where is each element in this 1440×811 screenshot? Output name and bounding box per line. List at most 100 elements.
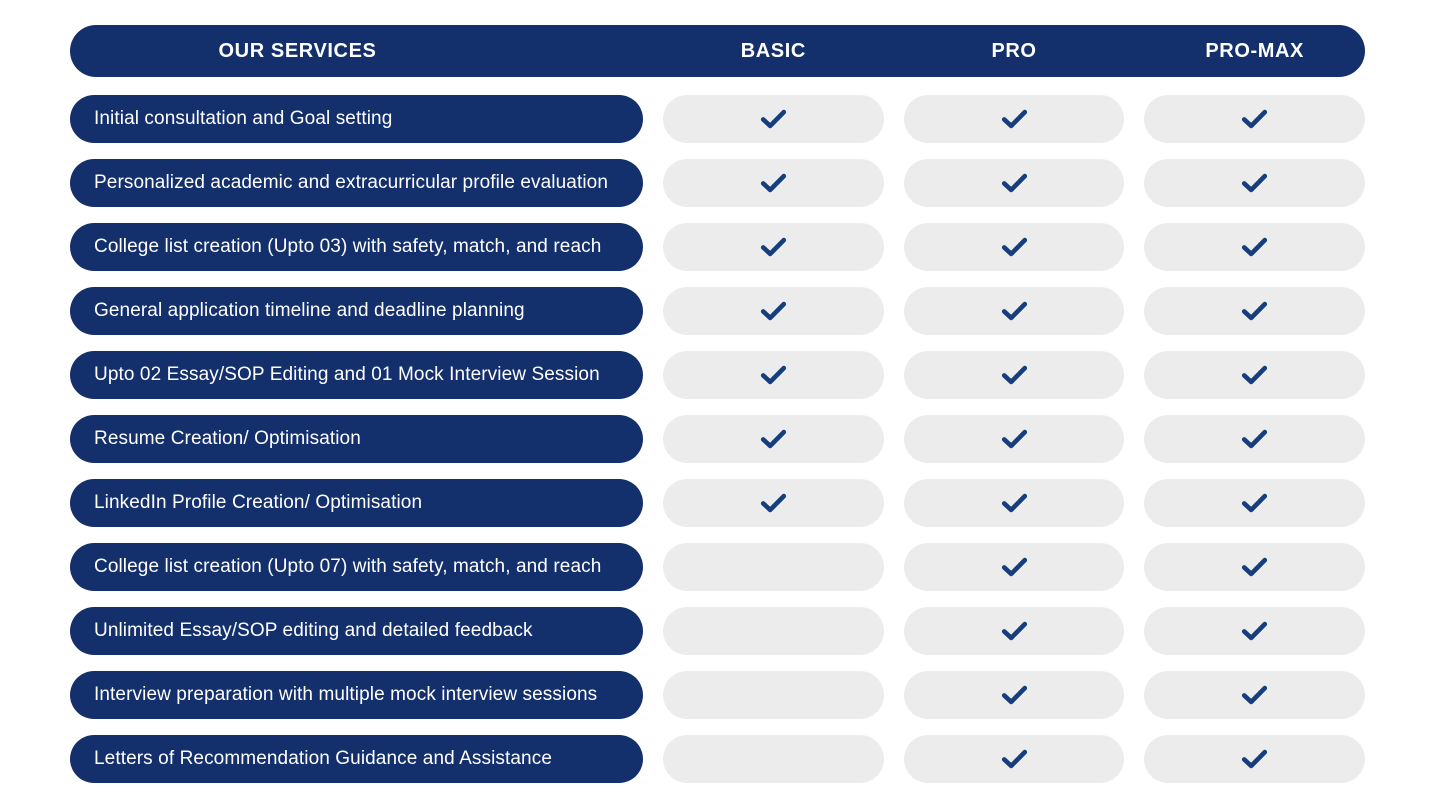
check-icon bbox=[760, 109, 786, 129]
plan-cell-pro bbox=[903, 223, 1125, 271]
check-icon bbox=[1001, 685, 1027, 705]
table-row: Upto 02 Essay/SOP Editing and 01 Mock In… bbox=[70, 351, 1366, 399]
plan-cell-pro-max bbox=[1144, 351, 1366, 399]
check-icon bbox=[1001, 301, 1027, 321]
service-label: Unlimited Essay/SOP editing and detailed… bbox=[94, 620, 533, 641]
check-icon bbox=[1001, 173, 1027, 193]
table-row: College list creation (Upto 07) with saf… bbox=[70, 543, 1366, 591]
plan-cell-pro-max bbox=[1144, 671, 1366, 719]
check-icon bbox=[1001, 557, 1027, 577]
service-pill: College list creation (Upto 03) with saf… bbox=[70, 223, 643, 271]
check-icon bbox=[1242, 557, 1268, 577]
plan-header-pro-max: PRO-MAX bbox=[1205, 39, 1304, 62]
service-pill: LinkedIn Profile Creation/ Optimisation bbox=[70, 479, 643, 527]
services-comparison-table: OUR SERVICES BASIC PRO PRO-MAX Initial c… bbox=[70, 25, 1366, 799]
plan-cell-basic bbox=[663, 479, 884, 527]
service-pill: Letters of Recommendation Guidance and A… bbox=[70, 735, 643, 783]
plan-header-basic: BASIC bbox=[740, 39, 806, 62]
plan-cell-pro bbox=[903, 607, 1125, 655]
check-icon bbox=[760, 429, 786, 449]
check-icon bbox=[1001, 365, 1027, 385]
plan-cell-pro-max bbox=[1144, 735, 1366, 783]
service-label: Interview preparation with multiple mock… bbox=[94, 684, 598, 705]
table-row: Initial consultation and Goal setting bbox=[70, 95, 1366, 143]
check-icon bbox=[1001, 621, 1027, 641]
plan-cell-pro-max bbox=[1144, 287, 1366, 335]
plan-cell-pro bbox=[903, 95, 1125, 143]
service-pill: General application timeline and deadlin… bbox=[70, 287, 643, 335]
plan-cell-pro-max bbox=[1144, 159, 1366, 207]
check-icon bbox=[760, 173, 786, 193]
table-row: Resume Creation/ Optimisation bbox=[70, 415, 1366, 463]
plan-cell-pro bbox=[903, 415, 1125, 463]
table-row: College list creation (Upto 03) with saf… bbox=[70, 223, 1366, 271]
plan-cell-basic bbox=[663, 543, 884, 591]
check-icon bbox=[1001, 109, 1027, 129]
service-label: Initial consultation and Goal setting bbox=[94, 108, 393, 129]
check-icon bbox=[1242, 237, 1268, 257]
check-icon bbox=[1242, 621, 1268, 641]
service-pill: College list creation (Upto 07) with saf… bbox=[70, 543, 643, 591]
plan-header-pro: PRO bbox=[991, 39, 1037, 62]
service-pill: Resume Creation/ Optimisation bbox=[70, 415, 643, 463]
plan-cell-pro bbox=[903, 479, 1125, 527]
table-row: Unlimited Essay/SOP editing and detailed… bbox=[70, 607, 1366, 655]
table-row: General application timeline and deadlin… bbox=[70, 287, 1366, 335]
service-pill: Personalized academic and extracurricula… bbox=[70, 159, 643, 207]
plan-cell-pro bbox=[903, 543, 1125, 591]
plan-cell-pro bbox=[903, 735, 1125, 783]
check-icon bbox=[1242, 429, 1268, 449]
service-label: Personalized academic and extracurricula… bbox=[94, 172, 608, 193]
service-label: College list creation (Upto 03) with saf… bbox=[94, 236, 602, 257]
check-icon bbox=[760, 493, 786, 513]
check-icon bbox=[760, 365, 786, 385]
check-icon bbox=[1001, 493, 1027, 513]
service-pill: Interview preparation with multiple mock… bbox=[70, 671, 643, 719]
service-label: Resume Creation/ Optimisation bbox=[94, 428, 361, 449]
plan-cell-pro bbox=[903, 351, 1125, 399]
plan-cell-pro-max bbox=[1144, 607, 1366, 655]
service-label: Letters of Recommendation Guidance and A… bbox=[94, 748, 552, 769]
table-row: Letters of Recommendation Guidance and A… bbox=[70, 735, 1366, 783]
table-header: OUR SERVICES BASIC PRO PRO-MAX bbox=[70, 25, 1365, 77]
check-icon bbox=[1001, 749, 1027, 769]
plan-cell-basic bbox=[663, 95, 884, 143]
check-icon bbox=[760, 301, 786, 321]
plan-cell-pro-max bbox=[1144, 223, 1366, 271]
table-row: Interview preparation with multiple mock… bbox=[70, 671, 1366, 719]
check-icon bbox=[1242, 109, 1268, 129]
services-header-label: OUR SERVICES bbox=[218, 39, 377, 62]
plan-cell-pro bbox=[903, 159, 1125, 207]
check-icon bbox=[1242, 365, 1268, 385]
check-icon bbox=[1242, 173, 1268, 193]
table-row: Personalized academic and extracurricula… bbox=[70, 159, 1366, 207]
service-label: General application timeline and deadlin… bbox=[94, 300, 525, 321]
plan-cell-pro-max bbox=[1144, 95, 1366, 143]
check-icon bbox=[1242, 493, 1268, 513]
service-label: Upto 02 Essay/SOP Editing and 01 Mock In… bbox=[94, 364, 600, 385]
check-icon bbox=[1242, 301, 1268, 321]
plan-cell-pro-max bbox=[1144, 479, 1366, 527]
table-body: Initial consultation and Goal setting Pe… bbox=[70, 95, 1366, 783]
check-icon bbox=[1242, 685, 1268, 705]
plan-cell-pro bbox=[903, 287, 1125, 335]
plan-cell-pro-max bbox=[1144, 415, 1366, 463]
header-cell-pro-max: PRO-MAX bbox=[1144, 40, 1365, 63]
plan-cell-basic bbox=[663, 671, 884, 719]
service-label: LinkedIn Profile Creation/ Optimisation bbox=[94, 492, 423, 513]
table-row: LinkedIn Profile Creation/ Optimisation bbox=[70, 479, 1366, 527]
header-cell-pro: PRO bbox=[904, 40, 1125, 63]
plan-cell-basic bbox=[663, 351, 884, 399]
service-label: College list creation (Upto 07) with saf… bbox=[94, 556, 602, 577]
service-pill: Upto 02 Essay/SOP Editing and 01 Mock In… bbox=[70, 351, 643, 399]
check-icon bbox=[1242, 749, 1268, 769]
plan-cell-basic bbox=[663, 223, 884, 271]
check-icon bbox=[1001, 429, 1027, 449]
check-icon bbox=[760, 237, 786, 257]
service-pill: Initial consultation and Goal setting bbox=[70, 95, 643, 143]
plan-cell-basic bbox=[663, 159, 884, 207]
header-cell-services: OUR SERVICES bbox=[70, 40, 643, 63]
plan-cell-basic bbox=[663, 415, 884, 463]
plan-cell-basic bbox=[663, 735, 884, 783]
plan-cell-pro bbox=[903, 671, 1125, 719]
